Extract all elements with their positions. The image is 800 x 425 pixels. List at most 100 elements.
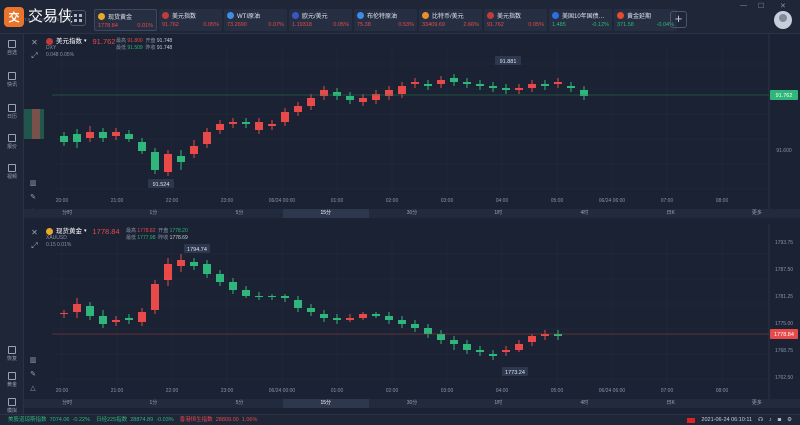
avatar[interactable] bbox=[774, 11, 792, 29]
sidebar-item[interactable]: 恢复 bbox=[0, 346, 24, 362]
ticker-card[interactable]: 现货黄金 1778.84 0.01% bbox=[94, 9, 157, 31]
time-axis-label: 04:00 bbox=[496, 198, 509, 204]
ticker-icon bbox=[292, 11, 299, 19]
sidebar-item[interactable]: 快讯 bbox=[0, 72, 24, 88]
timeframe-tab[interactable]: 1时 bbox=[494, 210, 503, 216]
timeframe-tab[interactable]: 日K bbox=[666, 400, 675, 406]
ticker-card[interactable]: 布伦特原油 75.38 0.53% bbox=[354, 9, 417, 31]
ticker-price: 371.58 bbox=[617, 21, 634, 28]
y-axis-label: 1768.75 bbox=[775, 348, 793, 354]
panel-expand-icon[interactable]: ⤢ bbox=[31, 241, 38, 250]
indicator-icon[interactable]: ▥ bbox=[29, 180, 37, 187]
grid-layout-button[interactable] bbox=[70, 10, 86, 26]
y-axis-label: 1775.00 bbox=[775, 321, 793, 327]
timeframe-tab[interactable]: 30分 bbox=[406, 210, 418, 216]
timeframe-tab[interactable]: 更多 bbox=[751, 400, 762, 406]
time-axis-label: 06/24 00:00 bbox=[269, 388, 296, 394]
sidebar-item[interactable]: 日历 bbox=[0, 104, 24, 120]
ticker-card[interactable]: 美元指数 91.762 0.05% bbox=[159, 9, 222, 31]
candle-body bbox=[567, 86, 575, 88]
xau-candlestick-chart[interactable]: 1778.84 20:00 21:00 22:00 23:00 06/24 00:00 01… bbox=[24, 224, 800, 399]
candle-body bbox=[437, 80, 445, 84]
timeframe-tab[interactable]: 30分 bbox=[406, 400, 418, 406]
instrument-price: 91.762 bbox=[92, 37, 116, 46]
candle-body bbox=[515, 344, 523, 350]
shape-icon[interactable]: △ bbox=[30, 385, 36, 392]
time-axis-label: 20:00 bbox=[56, 388, 69, 394]
minimize-icon[interactable]: — bbox=[740, 2, 747, 9]
dxy-candlestick-chart[interactable]: 91.762 20:00 21:00 22:00 23:00 06/24 00:00 01:… bbox=[24, 34, 800, 209]
headset-icon[interactable]: ☊ bbox=[758, 417, 763, 423]
bell-icon[interactable]: ♪ bbox=[768, 417, 772, 423]
timeframe-tab[interactable]: 更多 bbox=[751, 210, 762, 216]
timeframe-tab[interactable]: 1分 bbox=[149, 210, 158, 216]
draw-pen-icon[interactable]: ✎ bbox=[30, 371, 36, 378]
ticker-card[interactable]: 美国10年国债… 1.485 -0.12% bbox=[549, 9, 612, 31]
index-change: -0.22% bbox=[72, 417, 90, 423]
timeframe-tab[interactable]: 1时 bbox=[494, 400, 503, 406]
panel-close-icon[interactable]: ✕ bbox=[31, 228, 38, 237]
status-index-item[interactable]: 美股道琼斯指数 7074.06 -0.22% bbox=[8, 415, 90, 425]
timeframe-tab[interactable]: 1分 bbox=[149, 400, 158, 406]
candle-body bbox=[541, 334, 549, 336]
chevron-down-icon[interactable]: ▾ bbox=[84, 228, 87, 234]
instrument-name: 美元指数 bbox=[56, 38, 82, 45]
time-axis-label: 01:00 bbox=[331, 198, 344, 204]
sidebar-item[interactable]: 自选 bbox=[0, 40, 24, 56]
ticker-card[interactable]: 欧元/美元 1.19318 0.05% bbox=[289, 9, 352, 31]
draw-pen-icon[interactable]: ✎ bbox=[30, 194, 36, 201]
ticker-card[interactable]: 美元指数 91.762 0.05% bbox=[484, 9, 547, 31]
status-index-item[interactable]: 日经225指数 28874.89 -0.03% bbox=[96, 415, 174, 425]
volume-strip bbox=[32, 109, 40, 139]
maximize-icon[interactable]: ☐ bbox=[758, 3, 765, 10]
candle-body bbox=[73, 134, 81, 142]
close-icon[interactable]: ✕ bbox=[780, 3, 786, 10]
candle-body bbox=[580, 90, 588, 96]
ticker-change: 0.01% bbox=[137, 22, 153, 29]
chevron-down-icon[interactable]: ▾ bbox=[84, 38, 87, 44]
timeframe-tab[interactable]: 15分 bbox=[282, 399, 369, 408]
candle-body bbox=[450, 340, 458, 344]
timeframe-tab[interactable]: 分时 bbox=[62, 210, 73, 216]
timeframe-tab[interactable]: 15分 bbox=[282, 209, 369, 218]
ticker-name: 现货黄金 bbox=[108, 14, 133, 21]
ticker-card[interactable]: 比特币/美元 33409.69 2.66% bbox=[419, 9, 482, 31]
timeframe-tab[interactable]: 日K bbox=[666, 210, 675, 216]
panel-close-icon[interactable]: ✕ bbox=[31, 38, 38, 47]
sidebar-item[interactable]: 报价 bbox=[0, 134, 24, 150]
candle-body bbox=[242, 290, 250, 296]
timeframe-tab[interactable]: 5分 bbox=[235, 210, 244, 216]
ticker-name: 黄金延期 bbox=[627, 13, 652, 20]
sidebar-item[interactable]: 模拟 bbox=[0, 398, 24, 414]
candle-body bbox=[86, 132, 94, 138]
usd-flag-icon bbox=[46, 38, 53, 45]
add-ticker-button[interactable]: + bbox=[670, 11, 687, 28]
timeframe-tab[interactable]: 分时 bbox=[62, 400, 73, 406]
ticker-card[interactable]: WTI原油 73.2690 0.07% bbox=[224, 9, 287, 31]
timeframe-tab[interactable]: 4时 bbox=[580, 210, 589, 216]
price-marker-label: 91.881 bbox=[500, 59, 517, 65]
candle-body bbox=[229, 122, 237, 124]
camera-icon[interactable]: ◙ bbox=[777, 417, 782, 423]
ticker-price: 1.485 bbox=[552, 21, 566, 28]
ticker-card[interactable]: 黄金延期 371.58 -0.04% bbox=[614, 9, 677, 31]
time-axis-label: 22:00 bbox=[166, 388, 179, 394]
timeframe-tab[interactable]: 4时 bbox=[580, 400, 589, 406]
candle-body bbox=[125, 318, 133, 320]
sidebar-item-label: 黄金 bbox=[6, 382, 17, 388]
panel-info: 现货黄金 ▾ 1778.84 XAUUSD 0.15 0.01% 最高 1778… bbox=[46, 228, 188, 249]
candle-body bbox=[359, 98, 367, 102]
ticker-name: 美国10年国债… bbox=[562, 13, 605, 20]
status-index-item[interactable]: 香港恒生指数 28809.00 1.06% bbox=[180, 415, 258, 425]
sidebar-item[interactable]: 视频 bbox=[0, 164, 24, 180]
sidebar-item[interactable]: 黄金 bbox=[0, 372, 24, 388]
ticker-price: 91.762 bbox=[487, 21, 504, 28]
timeframe-tab[interactable]: 5分 bbox=[235, 400, 244, 406]
open-value: 1778.20 bbox=[169, 228, 188, 234]
index-change: -0.03% bbox=[156, 417, 174, 423]
settings-icon[interactable]: ⚙ bbox=[787, 417, 792, 423]
indicator-icon[interactable]: ▥ bbox=[29, 357, 37, 364]
panel-expand-icon[interactable]: ⤢ bbox=[31, 51, 38, 60]
current-price-tag-text: 1778.84 bbox=[774, 332, 794, 338]
candle-body bbox=[307, 98, 315, 106]
